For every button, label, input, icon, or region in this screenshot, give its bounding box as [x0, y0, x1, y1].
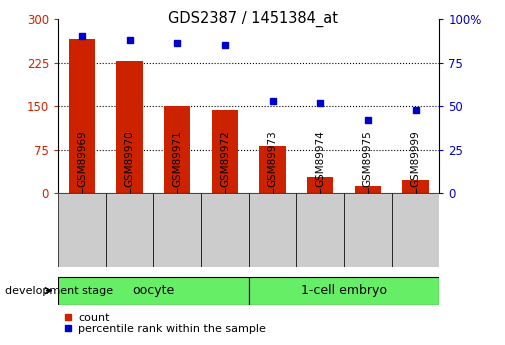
- Bar: [58, 277, 249, 305]
- Bar: [201, 193, 249, 267]
- Bar: [402, 180, 429, 193]
- Bar: [212, 110, 238, 193]
- Text: oocyte: oocyte: [132, 284, 175, 297]
- Bar: [249, 193, 296, 267]
- Bar: [58, 193, 106, 267]
- Bar: [392, 193, 439, 267]
- Bar: [260, 146, 286, 193]
- Bar: [355, 186, 381, 193]
- Bar: [117, 61, 143, 193]
- Bar: [164, 106, 190, 193]
- Text: development stage: development stage: [5, 286, 113, 296]
- Legend: count, percentile rank within the sample: count, percentile rank within the sample: [64, 313, 266, 334]
- Bar: [106, 193, 154, 267]
- Bar: [69, 39, 95, 193]
- Bar: [154, 193, 201, 267]
- Bar: [249, 277, 439, 305]
- Bar: [344, 193, 392, 267]
- Text: GDS2387 / 1451384_at: GDS2387 / 1451384_at: [168, 10, 337, 27]
- Text: 1-cell embryo: 1-cell embryo: [301, 284, 387, 297]
- Bar: [307, 177, 333, 193]
- Bar: [296, 193, 344, 267]
